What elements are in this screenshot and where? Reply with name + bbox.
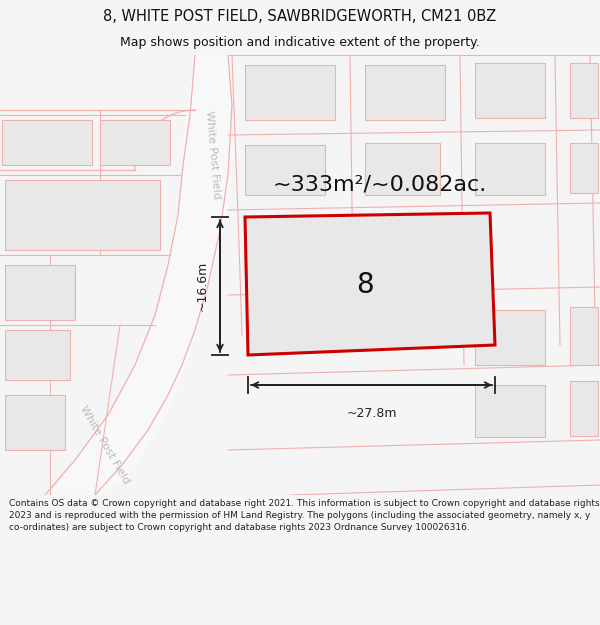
Bar [475,63,545,118]
Text: White Post Field: White Post Field [79,404,131,486]
Text: ~16.6m: ~16.6m [196,261,209,311]
Bar [475,310,545,365]
Bar [5,330,70,380]
Text: 8: 8 [356,271,374,299]
Text: White Post Field: White Post Field [204,111,222,199]
Bar [365,65,445,120]
Bar [245,145,325,195]
Text: Contains OS data © Crown copyright and database right 2021. This information is : Contains OS data © Crown copyright and d… [9,499,599,532]
Bar [100,120,170,165]
Polygon shape [50,55,235,495]
Bar [5,265,75,320]
Text: ~27.8m: ~27.8m [346,407,397,420]
Bar [5,395,65,450]
Bar [570,143,598,193]
Polygon shape [245,213,495,355]
Bar [475,385,545,437]
Text: ~333m²/~0.082ac.: ~333m²/~0.082ac. [273,175,487,195]
Bar [570,63,598,118]
Text: Map shows position and indicative extent of the property.: Map shows position and indicative extent… [120,36,480,49]
Bar [570,307,598,365]
Bar [475,143,545,195]
Text: 8, WHITE POST FIELD, SAWBRIDGEWORTH, CM21 0BZ: 8, WHITE POST FIELD, SAWBRIDGEWORTH, CM2… [103,9,497,24]
Bar [245,65,335,120]
Bar [2,120,92,165]
Bar [5,180,160,250]
Bar [570,381,598,436]
Bar [365,143,440,195]
